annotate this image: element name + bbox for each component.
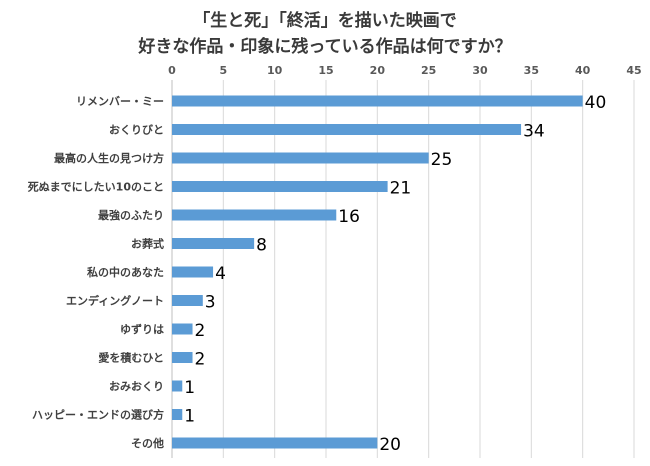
x-tick-label: 35 bbox=[524, 64, 539, 77]
bar bbox=[172, 124, 522, 135]
gridlines bbox=[171, 80, 635, 458]
bar bbox=[172, 380, 183, 392]
chart-title-line-2: 好きな作品・印象に残っている作品は何ですか？ bbox=[138, 37, 512, 57]
bar bbox=[172, 437, 378, 449]
data-label: 25 bbox=[431, 150, 453, 170]
category-label: 愛を積むひと bbox=[98, 351, 164, 365]
bar bbox=[172, 352, 193, 363]
x-tick-label: 25 bbox=[421, 64, 436, 77]
chart-title-line-1: 「生と死」「終活」を描いた映画で bbox=[193, 11, 457, 31]
x-tick-label: 10 bbox=[267, 64, 283, 77]
category-label: 最強のふたり bbox=[98, 208, 164, 222]
category-label: 最高の人生の見つけ方 bbox=[54, 151, 164, 165]
x-tick-label: 0 bbox=[168, 64, 176, 77]
category-label: おみおくり bbox=[109, 380, 164, 393]
category-label: リメンバー・ミー bbox=[76, 95, 164, 108]
data-label: 3 bbox=[205, 293, 216, 313]
bars bbox=[172, 95, 583, 449]
data-label: 4 bbox=[215, 264, 226, 284]
bar bbox=[172, 209, 337, 221]
data-label: 2 bbox=[195, 321, 206, 341]
data-label: 1 bbox=[184, 407, 195, 427]
bar bbox=[172, 181, 388, 192]
data-label: 8 bbox=[256, 236, 267, 256]
data-label: 34 bbox=[523, 122, 545, 142]
bar bbox=[172, 95, 583, 107]
bar bbox=[172, 409, 183, 420]
category-label: エンディングノート bbox=[66, 294, 164, 308]
x-tick-label: 30 bbox=[472, 64, 488, 77]
category-label: 私の中のあなた bbox=[87, 265, 164, 279]
data-label: 2 bbox=[195, 350, 206, 370]
x-tick-label: 20 bbox=[370, 64, 386, 77]
category-label: ハッピー・エンドの選び方 bbox=[32, 408, 164, 422]
data-label: 16 bbox=[338, 207, 360, 227]
bar bbox=[172, 323, 193, 335]
x-tick-label: 15 bbox=[318, 64, 333, 77]
category-label: 死ぬまでにしたい10のこと bbox=[28, 181, 164, 194]
data-label: 20 bbox=[379, 435, 401, 455]
data-label: 21 bbox=[390, 179, 412, 199]
category-label: お葬式 bbox=[131, 237, 164, 251]
category-label: その他 bbox=[131, 436, 164, 450]
x-tick-label: 5 bbox=[220, 64, 228, 77]
bar bbox=[172, 152, 429, 164]
bar bbox=[172, 266, 214, 278]
category-label: ゆずりは bbox=[120, 322, 164, 336]
bar bbox=[172, 238, 255, 249]
bar bbox=[172, 295, 203, 306]
data-label: 40 bbox=[585, 93, 607, 113]
category-labels: リメンバー・ミーおくりびと最高の人生の見つけ方死ぬまでにしたい10のこと最強のふ… bbox=[28, 95, 164, 450]
x-tick-label: 45 bbox=[626, 64, 641, 77]
x-tick-label: 40 bbox=[575, 64, 591, 77]
category-label: おくりびと bbox=[109, 123, 164, 137]
data-label: 1 bbox=[184, 378, 195, 398]
x-axis-ticks: 0 5 10 15 20 25 30 35 40 45 bbox=[168, 64, 641, 77]
